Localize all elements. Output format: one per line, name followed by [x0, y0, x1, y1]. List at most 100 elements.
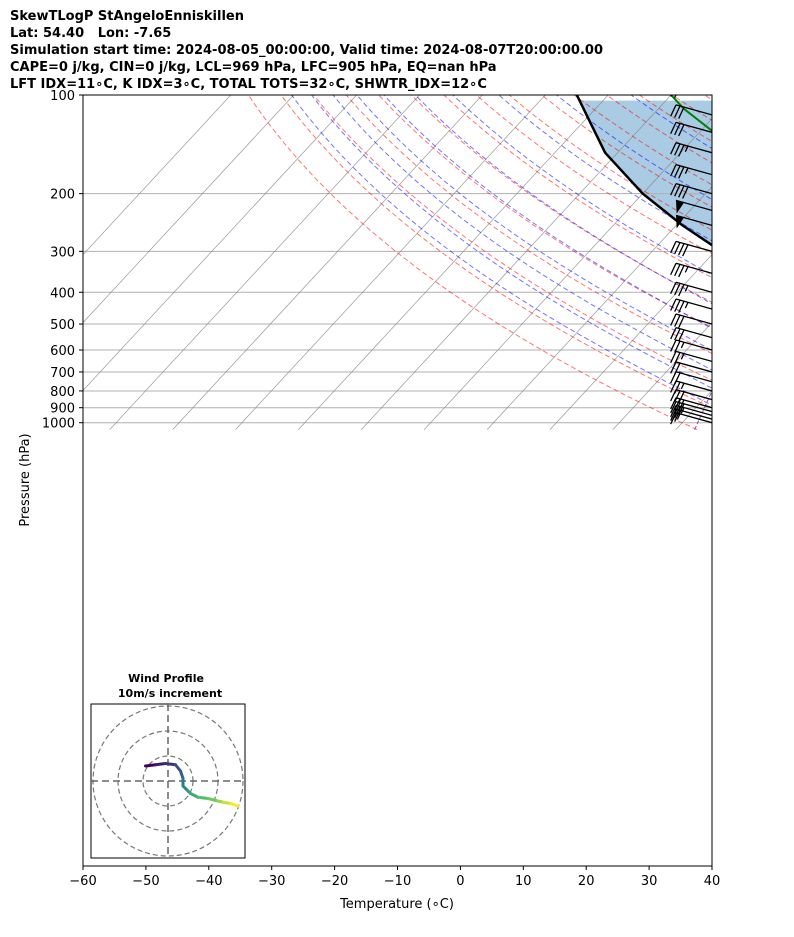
y-tick-label: 800: [50, 385, 75, 400]
wind-barb-flag: [670, 313, 677, 326]
isotherm: [549, 254, 712, 430]
chart-title-block: SkewTLogP StAngeloEnniskillen Lat: 54.40…: [10, 8, 603, 93]
moist-adiabat: [311, 95, 712, 389]
wind-barb-flag: [678, 329, 685, 342]
title-line-station: SkewTLogP StAngeloEnniskillen: [10, 9, 244, 24]
hodograph-segment: [206, 797, 220, 803]
isotherm: [739, 95, 794, 430]
wind-barbs: [670, 87, 712, 425]
y-tick-label: 1000: [42, 417, 75, 432]
wind-barb-half-flag: [680, 341, 685, 349]
wind-barb-shaft: [675, 326, 712, 339]
x-axis-label: Temperature (∘C): [339, 897, 454, 912]
wind-barb-flag: [678, 403, 685, 416]
hodograph-trace: [144, 762, 240, 808]
wind-barb: [670, 87, 712, 98]
isotherm: [235, 95, 546, 430]
title-line-times: Simulation start time: 2024-08-05_00:00:…: [10, 43, 603, 58]
wind-barb: [670, 164, 712, 179]
plot-lines: [83, 87, 794, 431]
wind-barb-flag: [674, 314, 681, 327]
wind-barb-flag: [674, 165, 681, 178]
wind-barb-shaft: [675, 350, 712, 363]
x-tick-label: −50: [132, 874, 159, 889]
wind-barb-shaft: [675, 313, 712, 325]
title-line-cape: CAPE=0 j/kg, CIN=0 j/kg, LCL=969 hPa, LF…: [10, 60, 497, 75]
x-tick-label: −10: [384, 874, 411, 889]
wind-barb-flag: [670, 397, 677, 410]
y-tick-label: 300: [50, 245, 75, 260]
dry-adiabat: [378, 95, 712, 328]
wind-barb-flag: [670, 405, 677, 418]
wind-barb-flag: [674, 409, 681, 422]
wind-barb-half-flag: [684, 266, 689, 273]
wind-barb-shaft: [675, 339, 712, 351]
wind-barb-flag: [678, 243, 685, 256]
dry-adiabat: [443, 95, 712, 279]
wind-barb-flag: [670, 298, 677, 311]
wind-barb-flag: [678, 166, 685, 179]
wind-barb: [670, 298, 712, 313]
wind-barb-shaft: [675, 371, 712, 383]
wind-barb-flag: [670, 183, 677, 196]
hodograph-segment: [144, 763, 157, 768]
wind-barb-shaft: [675, 121, 712, 133]
wind-barb-half-flag: [684, 302, 689, 309]
isotherm: [361, 95, 672, 430]
isotherm: [83, 95, 232, 256]
isotherm: [109, 95, 420, 430]
wind-barb-pennant: [676, 200, 684, 214]
y-tick-label: 600: [50, 344, 75, 359]
wind-barb-shaft: [675, 183, 712, 195]
parcel-line: [575, 95, 712, 247]
wind-barb: [675, 199, 712, 214]
dry-adiabat: [476, 95, 712, 255]
wind-barb-flag: [674, 390, 681, 403]
wind-barb: [670, 262, 712, 278]
wind-barb-flag: [678, 399, 685, 412]
y-tick-label: 100: [50, 89, 75, 104]
wind-barb-flag: [674, 184, 681, 197]
wind-barb-shaft: [675, 388, 712, 401]
wind-barb-flag: [674, 123, 681, 136]
temperature-line: [772, 95, 794, 423]
x-tick-label: 40: [704, 874, 721, 889]
wind-barb: [670, 339, 712, 353]
wind-barb-flag: [674, 283, 681, 296]
mixing-ratio-line: [694, 389, 712, 430]
wind-barb-flag: [674, 352, 681, 365]
x-tick-label: 20: [578, 874, 595, 889]
wind-barb-half-flag: [684, 285, 689, 292]
wind-barb-flag: [678, 391, 685, 404]
wind-barb-half-flag: [681, 87, 684, 93]
wind-barb-flag: [678, 284, 685, 297]
wind-barb-flag: [674, 143, 681, 156]
title-line-indices: LFT IDX=11∘C, K IDX=3∘C, TOTAL TOTS=32∘C…: [10, 77, 487, 92]
wind-barb-flag: [678, 185, 685, 198]
wind-barb-flag: [670, 351, 677, 364]
wind-barb-flag: [674, 372, 681, 385]
x-tick-label: 30: [641, 874, 658, 889]
wind-barb: [670, 388, 712, 404]
wind-barb-flag: [678, 106, 685, 119]
y-tick-label: 400: [50, 286, 75, 301]
wind-barb-flag: [678, 301, 685, 313]
profiles: [575, 95, 794, 423]
x-tick-label: 10: [515, 874, 532, 889]
isotherm: [83, 95, 294, 324]
wind-barb-shaft: [675, 262, 712, 274]
wind-barb-flag: [674, 105, 681, 118]
hodograph-segment: [154, 762, 167, 767]
wind-barb-flag: [674, 402, 681, 415]
wind-barb-shaft: [675, 164, 712, 176]
isotherm: [298, 95, 609, 430]
x-axis-ticks: −60 −50 −40 −30 −20 −10 0 10 20 30 40: [69, 866, 720, 889]
wind-barb-flag: [674, 242, 681, 255]
isotherms: [83, 95, 794, 430]
wind-barb-flag: [670, 327, 677, 340]
wind-barb-flag: [670, 412, 677, 425]
x-tick-label: 0: [456, 874, 464, 889]
y-tick-label: 900: [50, 402, 75, 417]
y-tick-label: 200: [50, 188, 75, 203]
